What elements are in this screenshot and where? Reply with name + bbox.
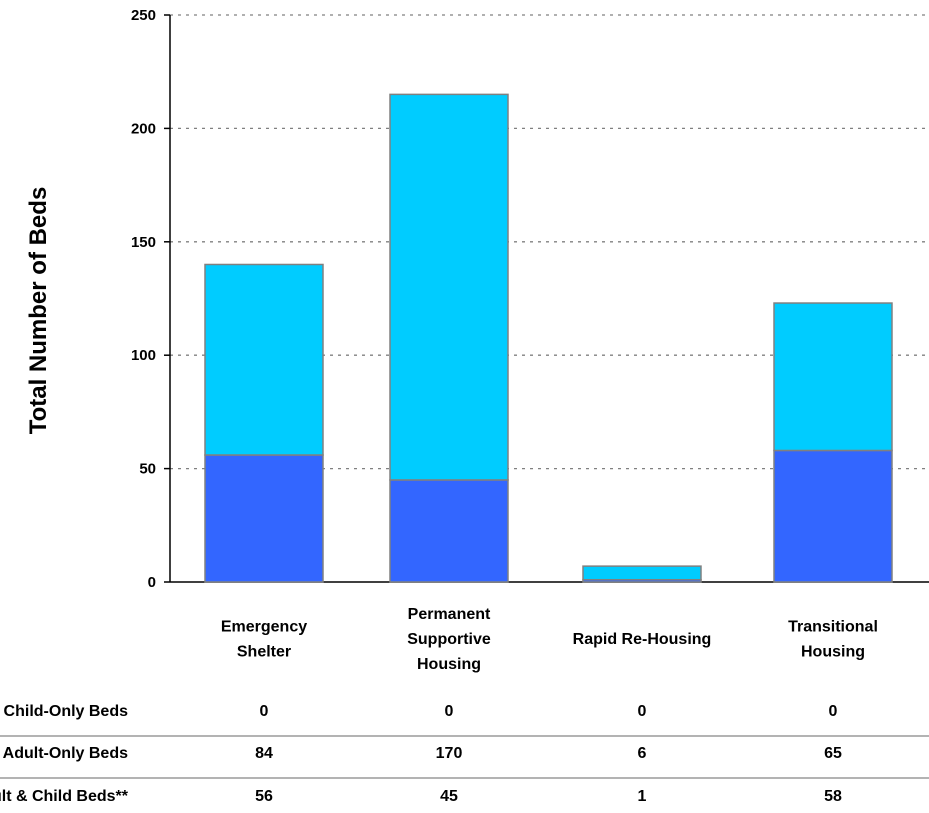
table-cell: 0: [260, 703, 269, 720]
y-tick-label: 100: [131, 347, 156, 364]
bar-segment: [389, 479, 509, 583]
category-label: Permanent: [408, 606, 491, 623]
y-axis-title: Total Number of Beds: [25, 187, 52, 435]
bar-segment: [204, 263, 324, 456]
bar-segment: [773, 302, 893, 452]
table-cell: 6: [638, 745, 647, 762]
bar-segment: [389, 93, 509, 481]
y-tick-label: 50: [139, 461, 156, 478]
category-label: Supportive: [407, 631, 491, 648]
y-tick-label: 0: [148, 574, 156, 591]
table-cell: 1: [638, 788, 647, 805]
table-cell: 58: [824, 788, 842, 805]
category-label: Transitional: [788, 619, 878, 636]
category-label: Housing: [801, 644, 865, 661]
table-cell: 56: [255, 788, 273, 805]
table-cell: 0: [445, 703, 454, 720]
table-row-label: Child-Only Beds: [4, 703, 129, 720]
table-row-label: Adult & Child Beds**: [0, 788, 129, 805]
y-tick-label: 250: [131, 7, 156, 24]
bar-segment: [582, 565, 702, 581]
category-label: Shelter: [237, 644, 291, 661]
y-tick-label: 150: [131, 234, 156, 251]
category-label: Housing: [417, 656, 481, 673]
table-cell: 0: [638, 703, 647, 720]
table-cell: 170: [436, 745, 463, 762]
bar-segment: [204, 454, 324, 583]
table-row-label: Adult-Only Beds: [3, 745, 128, 762]
table-cell: 0: [829, 703, 838, 720]
table-cell: 84: [255, 745, 273, 762]
category-label: Rapid Re-Housing: [573, 631, 712, 648]
table-cell: 65: [824, 745, 842, 762]
category-label: Emergency: [221, 619, 307, 636]
bar-segment: [773, 449, 893, 583]
y-tick-label: 200: [131, 120, 156, 137]
table-cell: 45: [440, 788, 458, 805]
